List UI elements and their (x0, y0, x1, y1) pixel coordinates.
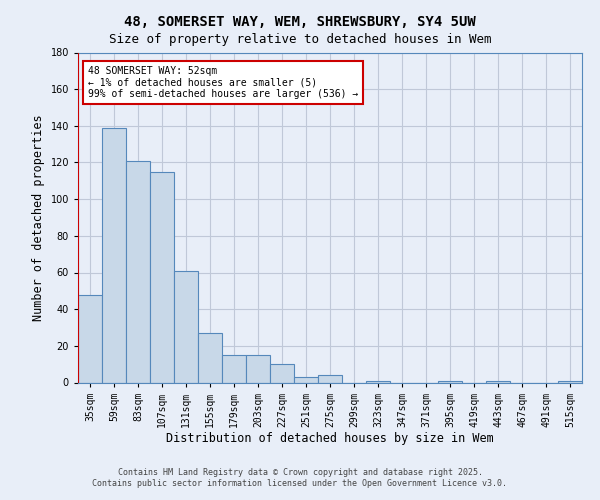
Bar (126, 160, 150, 382)
Bar (318, 375, 342, 382)
Text: Contains HM Land Registry data © Crown copyright and database right 2025.
Contai: Contains HM Land Registry data © Crown c… (92, 468, 508, 487)
Bar (150, 172, 174, 382)
Bar (78, 294, 102, 382)
Bar (198, 333, 222, 382)
Bar (270, 364, 294, 382)
Text: 48 SOMERSET WAY: 52sqm
← 1% of detached houses are smaller (5)
99% of semi-detac: 48 SOMERSET WAY: 52sqm ← 1% of detached … (88, 66, 358, 99)
Y-axis label: Number of detached properties: Number of detached properties (32, 114, 45, 321)
Text: Size of property relative to detached houses in Wem: Size of property relative to detached ho… (109, 32, 491, 46)
Bar (246, 355, 270, 382)
X-axis label: Distribution of detached houses by size in Wem: Distribution of detached houses by size … (166, 432, 494, 446)
Bar (486, 380, 510, 382)
Bar (222, 355, 246, 382)
Bar (102, 128, 126, 382)
Bar (174, 270, 198, 382)
Bar (438, 380, 462, 382)
Bar (294, 377, 318, 382)
Bar (366, 380, 390, 382)
Text: 48, SOMERSET WAY, WEM, SHREWSBURY, SY4 5UW: 48, SOMERSET WAY, WEM, SHREWSBURY, SY4 5… (124, 15, 476, 29)
Bar (558, 380, 582, 382)
